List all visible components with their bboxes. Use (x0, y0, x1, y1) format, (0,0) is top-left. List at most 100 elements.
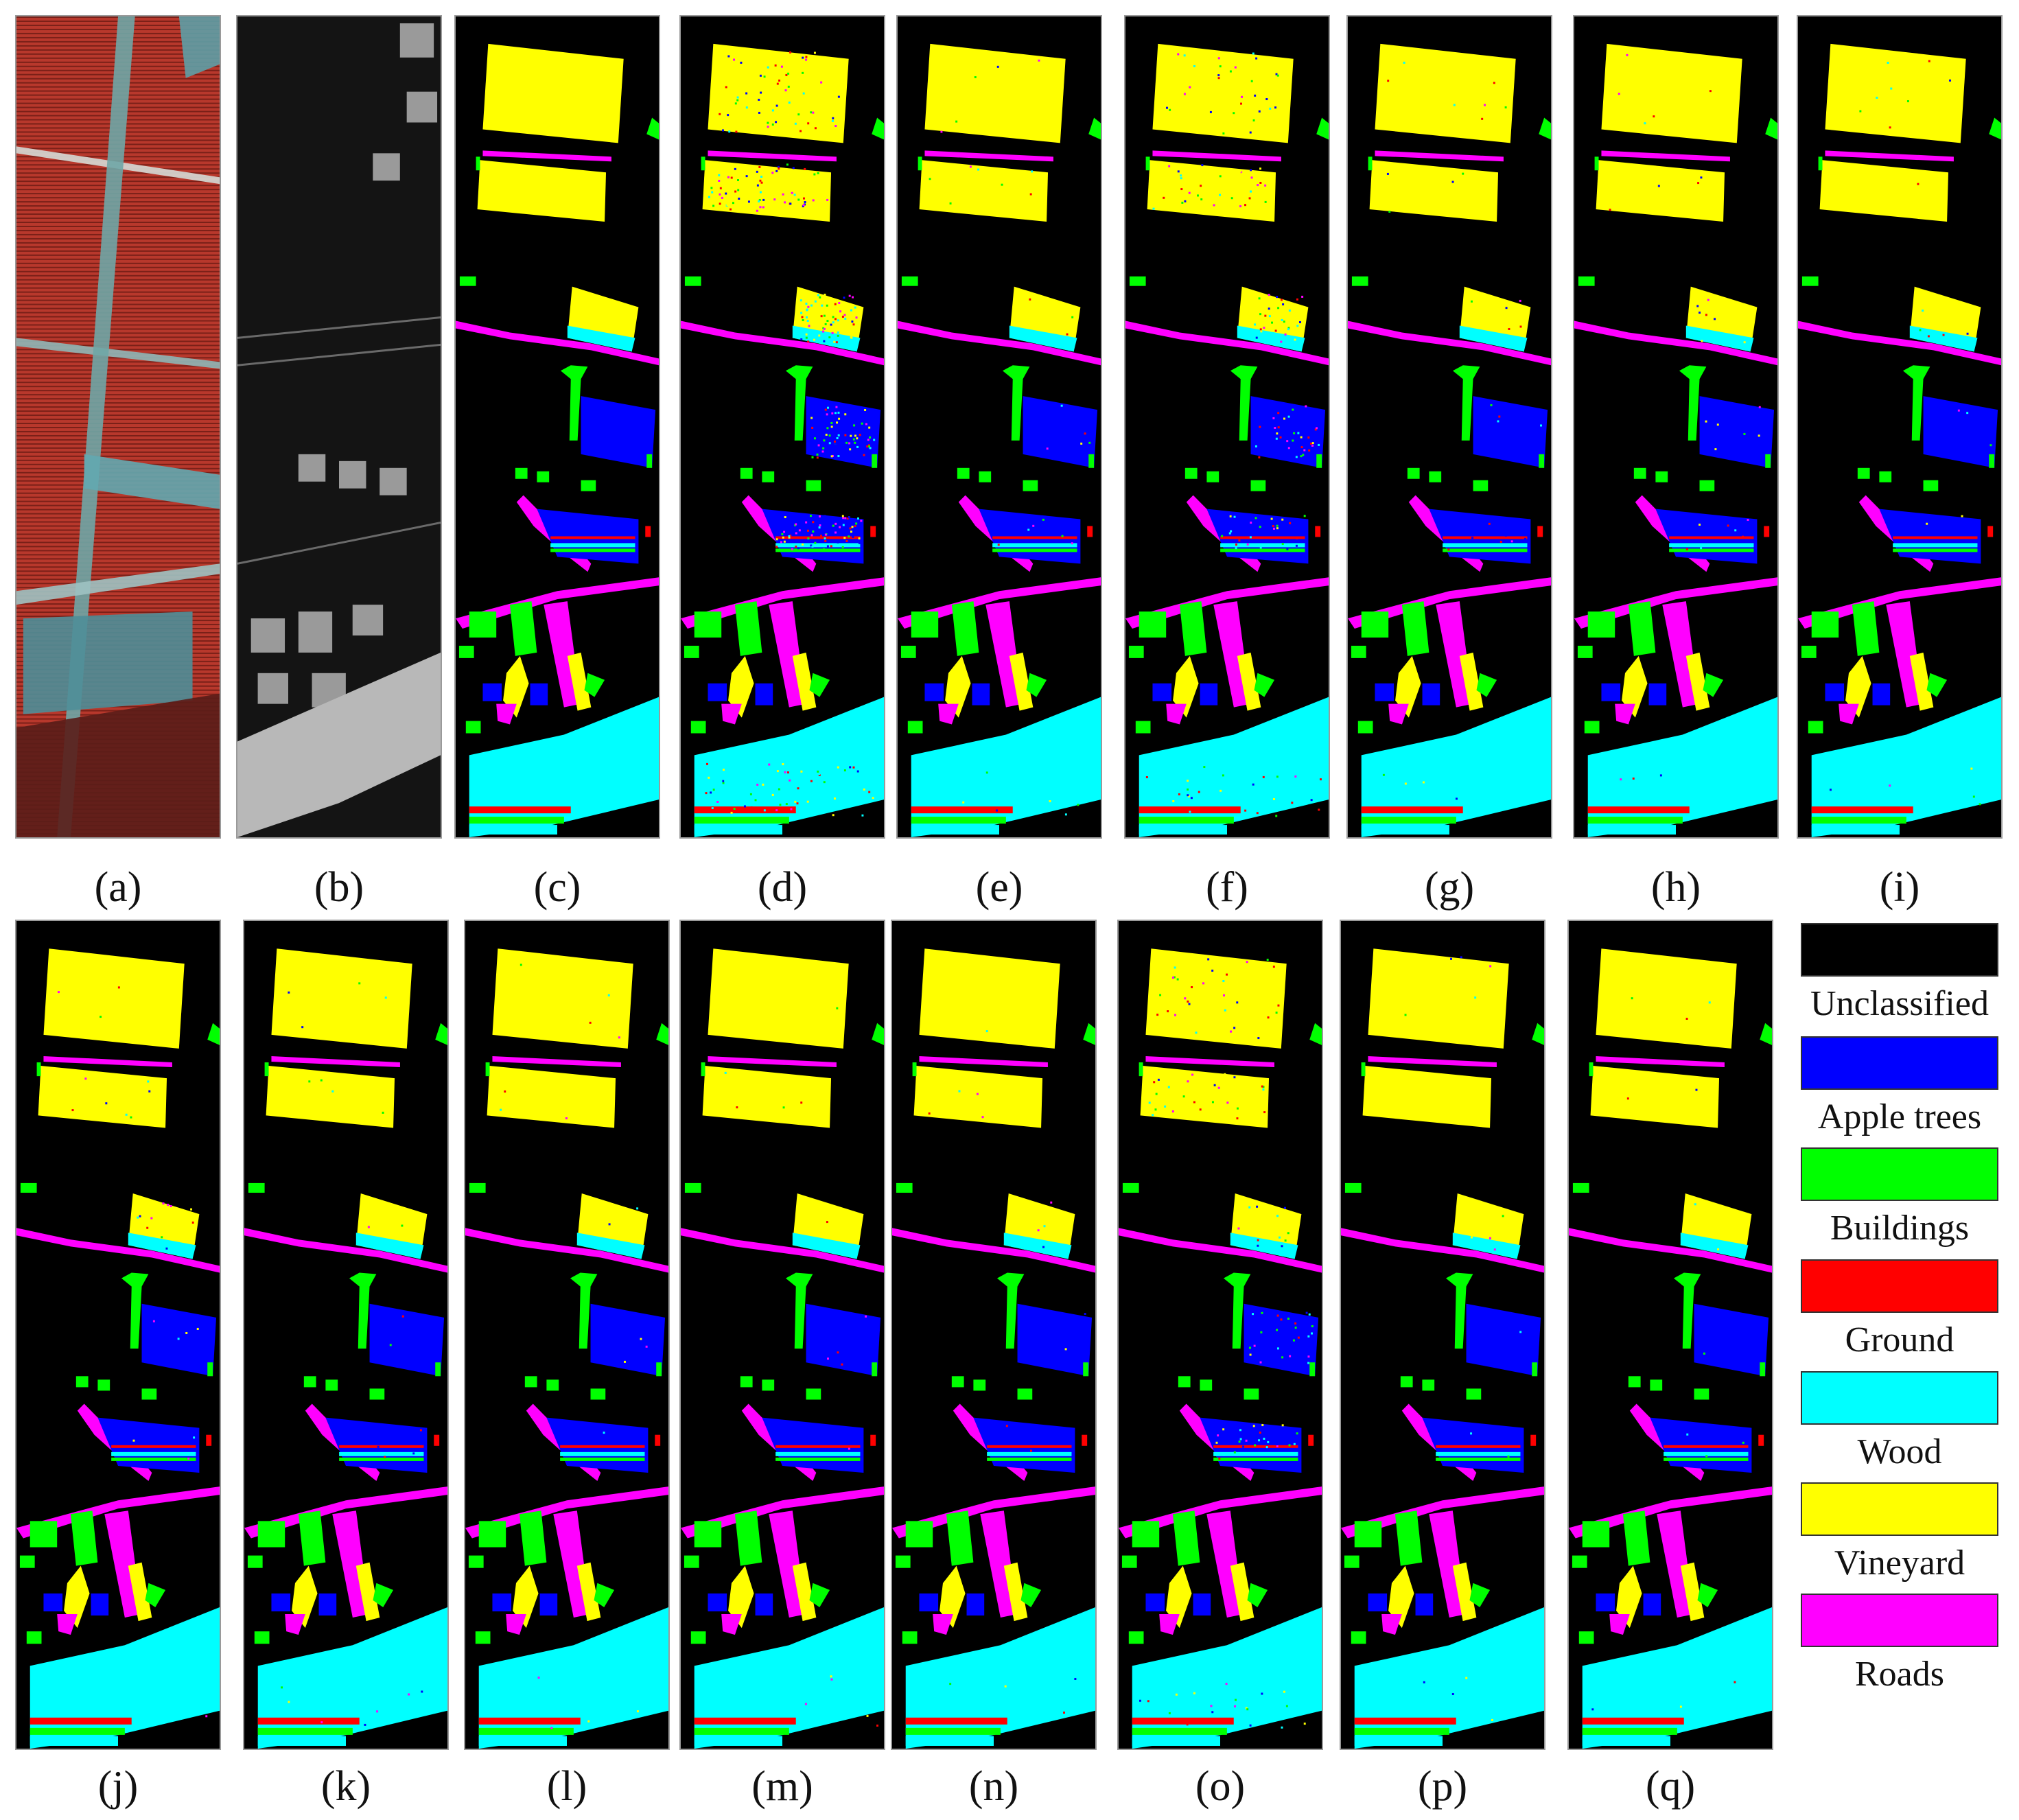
region-wood (1664, 1451, 1749, 1456)
region-building (895, 1555, 911, 1568)
region-road (1348, 320, 1551, 366)
region-wood (1361, 825, 1449, 835)
region-apple-trees (1244, 1303, 1319, 1377)
region-road (1574, 577, 1777, 629)
region-wood (1459, 325, 1528, 352)
region-building (1628, 1376, 1641, 1388)
region-wood (1811, 697, 2001, 837)
region-road (1601, 150, 1730, 162)
region-apple-trees (271, 1593, 291, 1612)
region-building (694, 1521, 722, 1548)
region-building (1694, 1388, 1709, 1400)
panel-k-label: (k) (320, 1763, 371, 1810)
region-road (506, 1614, 526, 1635)
region-building (1429, 471, 1442, 482)
region-wood (339, 1451, 424, 1456)
region-apple-trees (1699, 396, 1775, 468)
region-ground (339, 1445, 424, 1448)
building-height (257, 673, 288, 704)
power-line (237, 522, 441, 565)
region-wood (1811, 825, 1900, 835)
region-building (550, 548, 635, 552)
region-wood (1139, 825, 1227, 835)
region-wood (355, 1233, 424, 1259)
region-vineyard (1819, 160, 1949, 222)
region-building (1178, 1376, 1191, 1388)
region-vineyard (1616, 1565, 1642, 1629)
buildings-feature (178, 16, 220, 78)
region-road (1125, 577, 1329, 629)
region-wood (30, 1607, 220, 1749)
region-vineyard (1685, 652, 1710, 711)
region-building (701, 1062, 705, 1077)
region-building (1223, 1272, 1251, 1349)
region-building (1220, 548, 1305, 552)
region-vineyard (1368, 948, 1509, 1049)
region-road (681, 1228, 884, 1273)
region-building (775, 1457, 861, 1461)
region-vineyard (1601, 43, 1742, 143)
region-building (30, 1727, 125, 1735)
region-building (1002, 365, 1030, 441)
region-building (684, 1555, 699, 1568)
region-building (1361, 817, 1456, 824)
region-wood (694, 1736, 782, 1746)
region-vineyard (1166, 1565, 1192, 1629)
panel-h (1573, 15, 1779, 839)
region-road (898, 577, 1101, 629)
region-road (16, 1486, 220, 1539)
region-ground (206, 1434, 212, 1446)
panel-o-label: (o) (1195, 1763, 1246, 1810)
region-building (701, 156, 705, 171)
region-road (1569, 1228, 1772, 1273)
region-building (1361, 611, 1389, 638)
region-building (1020, 1583, 1042, 1607)
region-road (244, 1486, 447, 1539)
region-building (1445, 1272, 1473, 1349)
region-wood (469, 825, 557, 835)
region-road (1166, 703, 1187, 725)
panel-c-label: (c) (533, 864, 581, 911)
region-building (734, 601, 762, 656)
region-building (478, 1727, 574, 1735)
legend-label-roads: Roads (1855, 1655, 1944, 1694)
region-apple-trees (539, 1593, 558, 1616)
noise-speckles (1829, 60, 1992, 806)
region-building (1213, 1457, 1298, 1461)
region-building (1026, 673, 1047, 697)
noise-speckles (281, 982, 423, 1726)
noise-speckles (1145, 52, 1322, 817)
panel-l-image (465, 948, 668, 1749)
region-wood (560, 1451, 645, 1456)
region-building (1401, 601, 1429, 656)
panel-n (891, 920, 1097, 1750)
legend-swatch-ground (1801, 1259, 1998, 1313)
region-wood (1354, 1607, 1544, 1749)
noise-speckles (1591, 979, 1747, 1711)
region-wood (1452, 1233, 1521, 1259)
region-building (257, 1727, 353, 1735)
region-road (721, 703, 742, 725)
region-wood (1909, 325, 1978, 352)
region-building (694, 611, 722, 638)
region-ground (1893, 536, 1978, 539)
region-ground (1082, 1434, 1088, 1446)
region-wood (792, 1233, 861, 1259)
region-building (19, 1555, 35, 1568)
region-road (1348, 577, 1551, 629)
region-building (987, 1457, 1072, 1461)
region-wood (1582, 1736, 1670, 1746)
region-vineyard (702, 160, 832, 222)
panel-a (15, 15, 221, 839)
region-apple-trees (482, 683, 502, 701)
region-building (1017, 1388, 1033, 1400)
region-wood (1893, 543, 1978, 548)
panel-i (1797, 15, 2003, 839)
region-building (1669, 548, 1754, 552)
region-building (1765, 454, 1771, 468)
noise-speckles (1609, 54, 1761, 795)
region-building (785, 1272, 813, 1349)
region-building (475, 1631, 491, 1644)
region-building (900, 645, 916, 658)
region-building (690, 721, 706, 734)
